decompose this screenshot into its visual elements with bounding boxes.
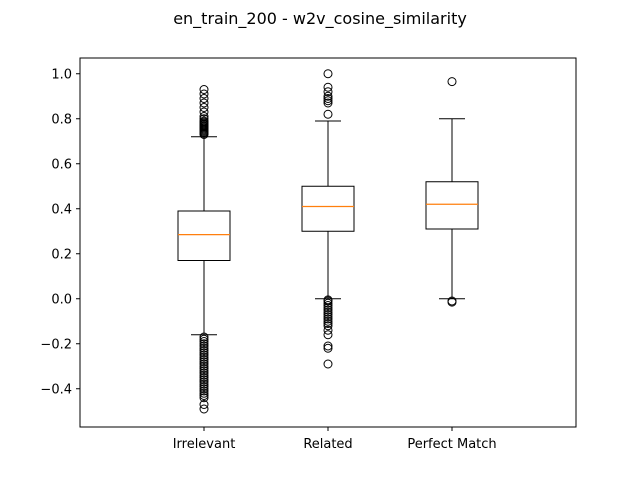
y-tick-label: 0.6 (51, 157, 72, 172)
flier-point (323, 87, 333, 97)
flier-point (323, 298, 333, 308)
flier-point (199, 98, 209, 108)
flier-point (199, 382, 209, 391)
y-tick-label: 0.8 (51, 112, 72, 127)
flier-point (199, 377, 209, 387)
flier-point (199, 341, 209, 351)
flier-point (199, 384, 209, 394)
flier-point (199, 332, 209, 342)
flier-point (199, 386, 209, 396)
x-tick-label: Irrelevant (173, 437, 236, 452)
flier-point (199, 355, 209, 364)
flier-point (199, 94, 209, 103)
flier-point (447, 77, 457, 87)
chart-title: en_train_200 - w2v_cosine_similarity (173, 9, 467, 29)
flier-point (323, 341, 333, 351)
flier-point (199, 361, 209, 371)
box-iqr (301, 185, 355, 232)
flier-point (199, 350, 209, 360)
y-tick-label: −0.4 (40, 382, 72, 397)
flier-point (199, 343, 209, 353)
axes-frame (79, 57, 577, 428)
flier-point (323, 314, 333, 324)
flier-point (199, 366, 209, 376)
flier-point (323, 307, 333, 317)
flier-point (199, 368, 209, 378)
flier-point (199, 352, 209, 362)
flier-point (323, 312, 333, 322)
flier-point (323, 303, 333, 313)
y-tick-label: 0.0 (51, 292, 72, 307)
flier-point (323, 301, 333, 310)
flier-point (323, 91, 333, 101)
plot-area: −0.4 −0.2 0.0 0.2 0.4 0.6 0.8 1.0 Irrelevant Rela… (40, 67, 496, 452)
x-tick-label: Related (303, 437, 352, 452)
flier-point (323, 343, 333, 353)
flier-point (199, 373, 209, 382)
flier-point (199, 357, 209, 367)
flier-point (199, 393, 209, 403)
flier-point (323, 82, 333, 92)
flier-point (199, 339, 209, 349)
flier-point (323, 325, 333, 335)
flier-point (199, 85, 209, 94)
flier-point (323, 359, 333, 369)
flier-point (199, 346, 209, 355)
flier-point (199, 375, 209, 385)
box-iqr (425, 181, 479, 230)
flier-point (323, 316, 333, 326)
flier-point (323, 94, 333, 103)
flier-point (323, 69, 333, 79)
flier-point (199, 359, 209, 369)
flier-point (199, 130, 209, 139)
flier-point (323, 319, 333, 328)
flier-point (323, 330, 333, 340)
flier-point (199, 348, 209, 358)
flier-point (323, 310, 333, 319)
y-tick-label: −0.2 (40, 337, 72, 352)
y-tick-label: 0.4 (51, 202, 72, 217)
flier-point (323, 96, 333, 106)
flier-point (323, 321, 333, 331)
flier-point (199, 388, 209, 398)
flier-point (199, 337, 209, 346)
flier-point (199, 334, 209, 344)
flier-point (199, 400, 209, 409)
flier-point (199, 404, 209, 414)
flier-point (199, 391, 209, 400)
flier-point (199, 370, 209, 380)
y-tick-label: 0.2 (51, 247, 72, 262)
flier-point (199, 89, 209, 99)
x-tick-label: Perfect Match (407, 437, 496, 452)
box-iqr (177, 210, 231, 261)
flier-point (323, 98, 333, 108)
flier-point (199, 103, 209, 112)
y-tick-label: 1.0 (51, 67, 72, 82)
flier-point (447, 297, 457, 307)
flier-point (323, 109, 333, 119)
flier-point (199, 364, 209, 373)
flier-point (323, 296, 333, 306)
flier-point (199, 379, 209, 389)
flier-point (323, 305, 333, 315)
flier-point (199, 107, 209, 117)
